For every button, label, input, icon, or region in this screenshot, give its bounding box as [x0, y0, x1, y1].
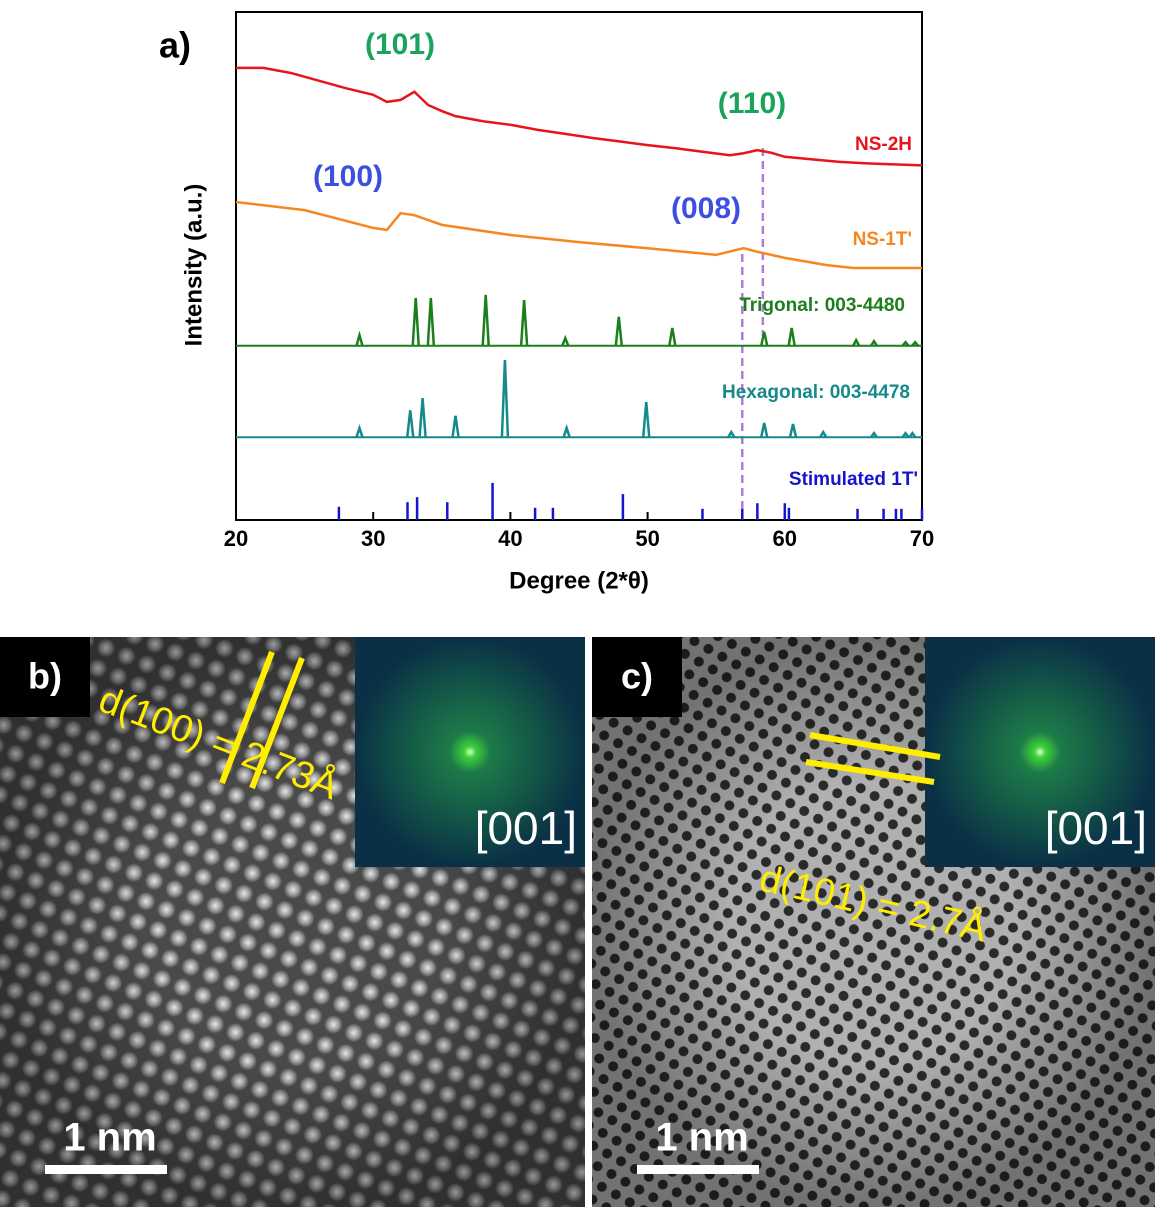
- panel-label: c): [621, 656, 653, 697]
- xrd-chart: 20 30 40 50 60 70 Degree (2*θ) Intensity (a.u.)…: [159, 11, 934, 594]
- peak: [901, 431, 910, 438]
- peak: [481, 294, 490, 346]
- x-axis-label: Degree (2*θ): [509, 567, 649, 594]
- peak: [418, 397, 427, 438]
- peak: [852, 337, 861, 347]
- peak: [614, 316, 624, 346]
- peak: [355, 330, 364, 347]
- peak: [908, 431, 917, 438]
- peak: [727, 429, 736, 438]
- series-label: Trigonal: 003-4480: [739, 295, 905, 316]
- label-box: [0, 637, 90, 717]
- peak-annotation: (110): [718, 87, 786, 120]
- plot-frame: [235, 11, 923, 521]
- panel-label: a): [159, 25, 191, 66]
- peak: [406, 410, 415, 438]
- peak: [901, 340, 910, 347]
- series-label: NS-2H: [855, 134, 912, 155]
- peak: [787, 327, 796, 346]
- series-line: [235, 200, 922, 270]
- label-box: [592, 637, 682, 717]
- peak: [759, 331, 769, 347]
- lattice-line: [249, 656, 305, 790]
- x-tick-label: 60: [773, 526, 797, 551]
- x-tick-label: 40: [498, 526, 522, 551]
- peak: [668, 327, 677, 346]
- peak-annotation: (101): [365, 28, 435, 61]
- scale-bar: [637, 1165, 759, 1174]
- peak: [519, 299, 529, 346]
- series-label: Hexagonal: 003-4478: [722, 382, 910, 403]
- fft-inset: [355, 637, 585, 867]
- x-tick-label: 50: [635, 526, 659, 551]
- panel-label: b): [28, 656, 62, 697]
- series-label: NS-1T': [853, 229, 912, 250]
- scale-bar: [45, 1165, 167, 1174]
- inset-label: [001]: [475, 802, 577, 854]
- scale-bar-label: 1 nm: [655, 1116, 748, 1160]
- scale-bar-label: 1 nm: [63, 1116, 156, 1160]
- y-axis-label: Intensity (a.u.): [180, 184, 207, 347]
- fft-inset: [925, 637, 1155, 867]
- x-tick-label: 70: [910, 526, 934, 551]
- peak: [426, 297, 436, 346]
- peak: [869, 431, 878, 438]
- peak: [500, 359, 510, 438]
- series-line: [236, 66, 923, 167]
- peak: [788, 423, 798, 438]
- lattice-line: [805, 759, 935, 785]
- peak-annotation: (008): [671, 192, 741, 225]
- peak: [355, 424, 364, 438]
- peak: [759, 422, 769, 438]
- peak: [911, 340, 920, 347]
- peak: [451, 415, 460, 438]
- peak: [641, 402, 651, 438]
- x-tick-label: 20: [224, 526, 248, 551]
- peak: [561, 334, 570, 347]
- peak: [562, 424, 571, 438]
- inset-label: [001]: [1045, 802, 1147, 854]
- lattice-line: [809, 732, 941, 760]
- peak-annotation: (100): [313, 160, 383, 193]
- peak: [869, 338, 879, 347]
- lattice-line: [219, 650, 275, 785]
- peak: [411, 297, 420, 346]
- peak: [819, 429, 828, 438]
- series-label: Stimulated 1T': [789, 469, 918, 490]
- x-tick-label: 30: [361, 526, 385, 551]
